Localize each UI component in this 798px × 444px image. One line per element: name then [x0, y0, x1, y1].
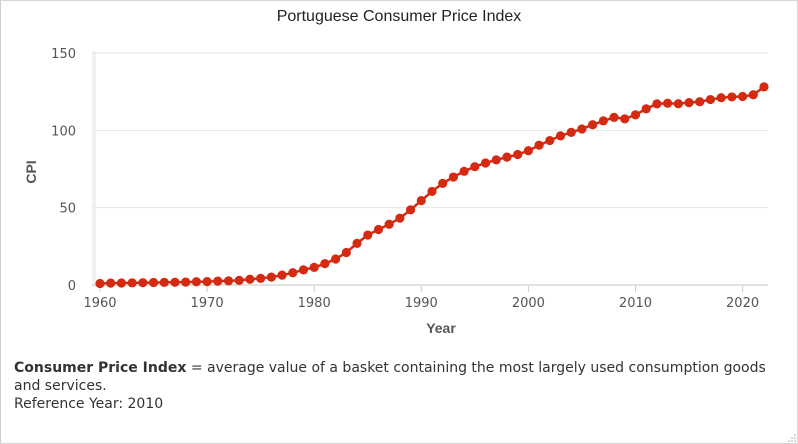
data-point[interactable] — [716, 93, 726, 103]
data-point[interactable] — [148, 277, 159, 288]
y-tick-label: 50 — [59, 202, 76, 217]
caption-term: Consumer Price Index — [14, 360, 187, 376]
data-point[interactable] — [331, 254, 341, 264]
data-point[interactable] — [116, 278, 127, 288]
data-point[interactable] — [502, 152, 512, 162]
x-tick-label: 1980 — [298, 296, 331, 311]
data-point[interactable] — [288, 268, 298, 278]
data-point[interactable] — [620, 114, 630, 124]
data-point[interactable] — [759, 82, 769, 92]
y-axis-label: CPI — [23, 160, 39, 183]
data-point[interactable] — [138, 278, 148, 288]
chart-caption: Consumer Price Index = average value of … — [14, 359, 784, 413]
data-point[interactable] — [341, 247, 351, 258]
data-point[interactable] — [545, 135, 555, 146]
data-point[interactable] — [727, 92, 737, 102]
data-point[interactable] — [448, 172, 459, 182]
x-tick-label: 1960 — [83, 296, 116, 311]
data-point[interactable] — [213, 276, 223, 286]
data-point[interactable] — [298, 265, 309, 275]
data-point[interactable] — [695, 97, 705, 107]
gridlines — [92, 52, 768, 286]
data-point[interactable] — [438, 178, 448, 188]
data-point[interactable] — [555, 131, 566, 141]
data-point[interactable] — [223, 276, 234, 286]
data-point[interactable] — [127, 278, 137, 288]
data-point[interactable] — [106, 278, 116, 288]
data-point[interactable] — [234, 275, 244, 285]
data-point[interactable] — [159, 277, 169, 287]
data-point[interactable] — [748, 90, 758, 100]
plot-background — [92, 51, 96, 287]
data-point[interactable] — [245, 274, 255, 284]
data-point[interactable] — [266, 272, 276, 282]
data-point[interactable] — [630, 110, 641, 120]
series-line — [99, 85, 765, 285]
data-point[interactable] — [480, 158, 491, 168]
chart-title: Portuguese Consumer Price Index — [276, 8, 522, 25]
data-point[interactable] — [202, 276, 212, 287]
data-point[interactable] — [170, 277, 180, 287]
data-point[interactable] — [566, 127, 576, 137]
data-point[interactable] — [513, 149, 523, 160]
data-point[interactable] — [384, 219, 394, 229]
data-point[interactable] — [705, 94, 716, 105]
data-point[interactable] — [427, 186, 437, 197]
data-point[interactable] — [181, 277, 191, 287]
data-point[interactable] — [663, 98, 673, 108]
x-tick-label: 1970 — [191, 296, 224, 311]
data-point[interactable] — [416, 195, 426, 206]
x-axis-ticks: 1960 1970 1980 1990 2000 2010 2020 — [83, 286, 759, 311]
data-point[interactable] — [459, 166, 469, 176]
data-point[interactable] — [534, 140, 544, 150]
data-point[interactable] — [363, 230, 373, 240]
data-point[interactable] — [577, 124, 587, 134]
data-point[interactable] — [641, 104, 651, 114]
y-tick-label: 0 — [68, 279, 76, 294]
caption-definition: = average value of a basket containing t… — [14, 360, 766, 394]
x-tick-label: 1990 — [405, 296, 438, 311]
resize-grip-icon[interactable] — [786, 432, 796, 442]
y-tick-label: 150 — [51, 47, 76, 62]
data-point[interactable] — [309, 262, 319, 272]
data-point[interactable] — [523, 146, 533, 156]
data-point[interactable] — [652, 99, 662, 109]
plot-left-border — [92, 51, 96, 287]
data-point[interactable] — [588, 120, 598, 130]
data-point[interactable] — [491, 155, 501, 165]
data-point[interactable] — [470, 162, 480, 172]
series-group — [95, 82, 769, 289]
data-point[interactable] — [256, 273, 266, 283]
caption-reference: Reference Year: 2010 — [14, 396, 164, 412]
cpi-line-chart: 0 50 100 150 1960 1970 1980 1990 2000 2010 2020 C… — [23, 47, 769, 336]
y-axis-ticks: 0 50 100 150 — [51, 47, 76, 294]
x-tick-label: 2020 — [726, 296, 759, 311]
data-point[interactable] — [373, 224, 384, 235]
data-point[interactable] — [352, 238, 362, 248]
data-point[interactable] — [95, 278, 105, 289]
data-point[interactable] — [684, 98, 694, 108]
data-point[interactable] — [405, 205, 416, 215]
data-point[interactable] — [673, 99, 683, 109]
data-point[interactable] — [737, 91, 748, 102]
data-point[interactable] — [191, 277, 201, 287]
x-tick-label: 2000 — [512, 296, 545, 311]
data-point[interactable] — [609, 112, 619, 122]
data-point[interactable] — [598, 116, 608, 126]
y-tick-label: 100 — [51, 124, 76, 139]
data-point[interactable] — [320, 259, 330, 269]
data-point[interactable] — [277, 270, 287, 280]
data-point[interactable] — [395, 213, 405, 223]
x-tick-label: 2010 — [619, 296, 652, 311]
x-axis-label: Year — [426, 320, 456, 336]
